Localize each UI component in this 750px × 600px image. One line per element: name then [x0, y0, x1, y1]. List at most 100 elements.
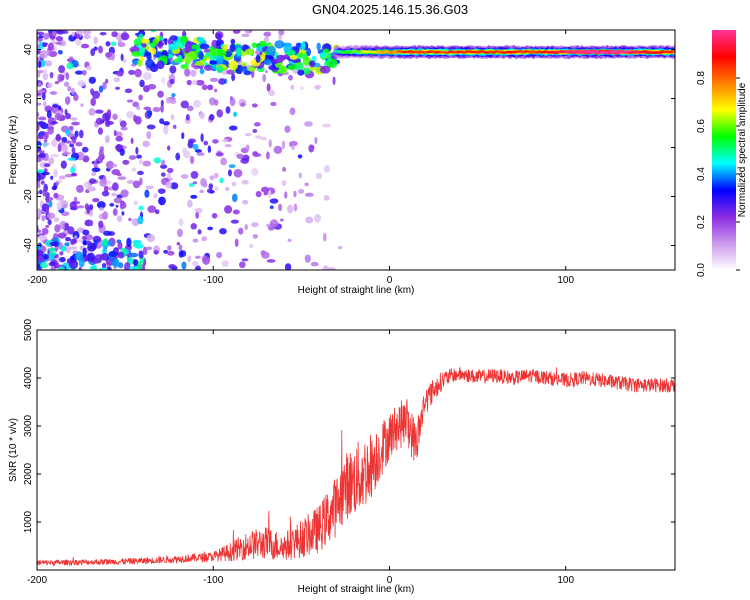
spectrogram-cell: [203, 48, 211, 54]
spectrogram-cell: [214, 99, 219, 106]
spectrogram-cell: [55, 35, 64, 42]
spectrogram-cell: [284, 125, 291, 133]
spectrogram-cell: [122, 59, 127, 63]
spectrogram-cell: [37, 180, 41, 189]
spectrogram-cell: [82, 69, 87, 76]
spectrogram-cell: [298, 172, 302, 179]
spectrogram-cell: [38, 60, 42, 69]
spectrogram-cell: [136, 154, 142, 159]
spectrogram-cell: [56, 256, 61, 263]
spectrogram-cell: [190, 194, 198, 199]
spectrogram-cell: [261, 251, 270, 259]
spectrogram-cell: [37, 123, 40, 132]
spectrogram-cell: [39, 262, 48, 269]
spectrogram-cell: [245, 144, 250, 151]
spectrogram-cell: [297, 154, 303, 159]
spectrogram-cell: [47, 42, 54, 51]
spectrogram-cell: [191, 80, 198, 86]
spectrogram-cell: [67, 226, 75, 235]
spectrogram-cell: [304, 192, 314, 197]
spectrogram-cell: [293, 190, 297, 198]
spectrogram-cell: [59, 251, 64, 256]
spectrogram-cell: [38, 235, 48, 241]
spectrogram-cell: [242, 199, 249, 205]
snr-ytick-label: 3000: [23, 414, 34, 437]
spectrogram-cell: [70, 117, 78, 121]
spectrogram-cell: [195, 211, 200, 219]
spectrogram-cell: [50, 121, 58, 125]
spectrogram-cell: [197, 229, 202, 235]
spectrogram-cell: [268, 65, 276, 71]
colorbar-tick-label: 0.2: [696, 215, 707, 229]
spectrogram-cell: [51, 104, 59, 108]
spectrogram-cell: [310, 261, 319, 267]
spectrogram-cell: [81, 146, 89, 153]
snr-xtick-label: -200: [27, 575, 47, 586]
spectrogram-cell: [157, 188, 166, 194]
spectrogram-cell: [212, 139, 219, 144]
spectrogram-cell: [184, 68, 191, 77]
spectrogram-cell: [117, 241, 123, 250]
spectrogram-cell: [43, 138, 48, 143]
spectrogram-cell: [219, 228, 227, 235]
spectrogram-cell: [57, 49, 63, 55]
spectrogram-cell: [208, 114, 215, 121]
spectrogram-cell: [49, 91, 58, 95]
spectrogram-cell: [176, 242, 181, 246]
spectrogram-cell: [180, 100, 189, 109]
spectrogram-cell: [83, 181, 92, 188]
spectrogram-cell: [216, 251, 223, 259]
spectrogram-cell: [177, 54, 183, 64]
spectrogram-cell: [146, 131, 152, 140]
spectrogram-cell: [262, 73, 267, 83]
spectrogram-cell: [288, 74, 293, 81]
spectrogram-cell: [274, 40, 285, 49]
spectrogram-cell: [231, 73, 236, 82]
spectrogram-cell: [70, 172, 78, 177]
spectrogram-cell: [145, 185, 154, 190]
spectrogram-cell: [284, 263, 292, 270]
spectrogram-cell: [158, 196, 166, 206]
spectrogram-cell: [225, 106, 231, 114]
spectrogram-cell: [40, 180, 45, 185]
spectrogram-cell: [75, 39, 82, 46]
spectrogram-cell: [270, 101, 277, 107]
spectrogram-cell: [157, 90, 164, 98]
spectrogram-cell: [53, 192, 59, 199]
spectrogram-cell: [195, 79, 205, 86]
spectrogram-cell: [278, 30, 285, 36]
spectrogram-frame: [36, 29, 676, 271]
spectrogram-cell: [42, 72, 49, 81]
spectrogram-cell: [160, 164, 168, 169]
spectrogram-cell: [149, 47, 157, 55]
spectrogram-cell: [92, 198, 100, 203]
spectrogram-cell: [70, 166, 76, 174]
spectrogram-cell: [117, 176, 127, 180]
spectrogram-cell: [152, 38, 159, 46]
spectrogram-cell: [169, 35, 178, 41]
spectrogram-cell: [137, 216, 144, 225]
spectrogram-ytick-label: -40: [23, 238, 34, 253]
spectrogram-cell: [69, 143, 75, 148]
spectrogram-cell: [135, 146, 139, 155]
snr-background: [37, 330, 675, 570]
spectrogram-cell: [133, 114, 138, 123]
spectrogram-cell: [93, 46, 98, 51]
spectrogram-cell: [228, 125, 238, 131]
spectrogram-cell: [219, 177, 224, 184]
spectrogram-cell: [82, 247, 87, 258]
spectrogram-cell: [186, 199, 193, 208]
spectrogram-cell: [264, 58, 272, 66]
spectrogram-cell: [269, 198, 279, 204]
spectrogram-cell: [251, 42, 258, 48]
spectrogram-cell: [145, 246, 153, 251]
spectrogram-cell: [93, 36, 98, 45]
spectrogram-cell: [267, 89, 276, 97]
spectrogram-cell: [39, 38, 44, 42]
spectrogram-cell: [43, 101, 47, 108]
spectrogram-cell: [150, 30, 157, 33]
spectrogram-cell: [236, 47, 242, 56]
spectrogram-cell: [224, 205, 233, 214]
spectrogram-cell: [207, 145, 212, 153]
